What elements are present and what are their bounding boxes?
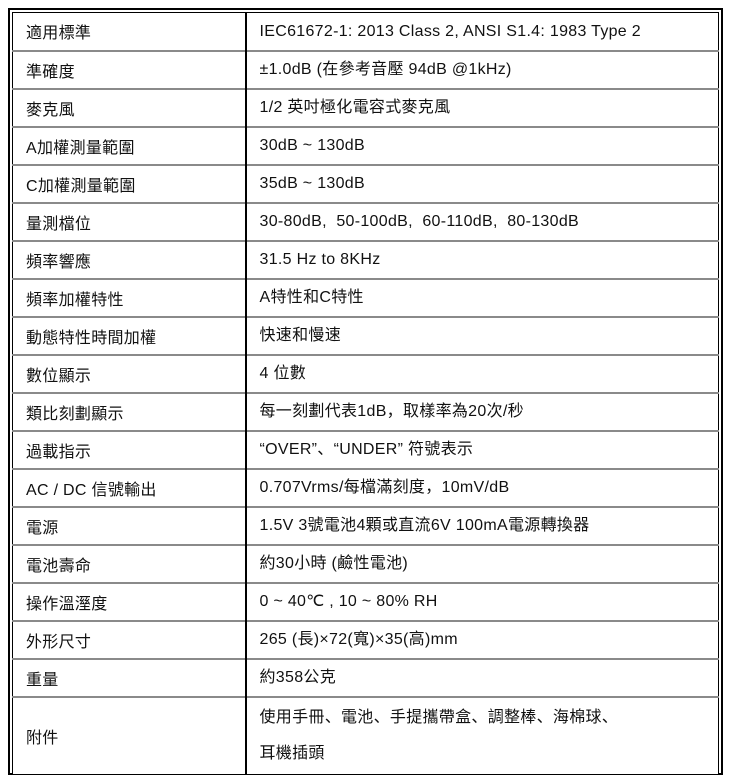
spec-label: 準確度	[12, 49, 247, 89]
spec-label: 量測檔位	[12, 201, 247, 241]
table-row: 過載指示 “OVER”、“UNDER” 符號表示	[12, 429, 719, 469]
table-row: 電源 1.5V 3號電池4顆或直流6V 100mA電源轉換器	[12, 505, 719, 545]
spec-label: 附件	[12, 695, 247, 774]
table-row: 電池壽命 約30小時 (鹼性電池)	[12, 543, 719, 583]
table-row: AC / DC 信號輸出 0.707Vrms/每檔滿刻度，10mV/dB	[12, 467, 719, 507]
table-row: 頻率加權特性 A特性和C特性	[12, 277, 719, 317]
spec-label: 動態特性時間加權	[12, 315, 247, 355]
table-row: A加權測量範圍 30dB ~ 130dB	[12, 125, 719, 165]
spec-table-body: 適用標準 IEC61672-1: 2013 Class 2, ANSI S1.4:…	[12, 12, 719, 774]
spec-value: 30dB ~ 130dB	[245, 125, 719, 165]
spec-table: 適用標準 IEC61672-1: 2013 Class 2, ANSI S1.4:…	[12, 12, 719, 775]
spec-value: 265 (長)×72(寬)×35(高)mm	[245, 619, 719, 659]
spec-value: 1/2 英吋極化電容式麥克風	[245, 87, 719, 127]
table-row: 數位顯示 4 位數	[12, 353, 719, 393]
spec-label: 重量	[12, 657, 247, 697]
spec-value: 快速和慢速	[245, 315, 719, 355]
table-row: 類比刻劃顯示 每一刻劃代表1dB，取樣率為20次/秒	[12, 391, 719, 431]
spec-value: IEC61672-1: 2013 Class 2, ANSI S1.4: 198…	[259, 22, 641, 40]
table-row: 外形尺寸 265 (長)×72(寬)×35(高)mm	[12, 619, 719, 659]
spec-value: 4 位數	[245, 353, 719, 393]
spec-value: A特性和C特性	[245, 277, 719, 317]
spec-label: 適用標準	[12, 12, 247, 51]
spec-label: 麥克風	[12, 87, 247, 127]
table-row: 重量 約358公克	[12, 657, 719, 697]
spec-label: 操作溫溼度	[12, 581, 247, 621]
spec-label: C加權測量範圍	[12, 163, 247, 203]
spec-value: 1.5V 3號電池4顆或直流6V 100mA電源轉換器	[245, 505, 719, 545]
table-row: C加權測量範圍 35dB ~ 130dB	[12, 163, 719, 203]
spec-value: 35dB ~ 130dB	[245, 163, 719, 203]
spec-label: 類比刻劃顯示	[12, 391, 247, 431]
spec-value: 31.5 Hz to 8KHz	[245, 239, 719, 279]
table-row: 麥克風 1/2 英吋極化電容式麥克風	[12, 87, 719, 127]
spec-value: 約30小時 (鹼性電池)	[245, 543, 719, 583]
spec-label: AC / DC 信號輸出	[12, 467, 247, 507]
spec-label: 頻率加權特性	[12, 277, 247, 317]
spec-value: 0.707Vrms/每檔滿刻度，10mV/dB	[245, 467, 719, 507]
spec-label: 過載指示	[12, 429, 247, 469]
spec-value: ±1.0dB (在參考音壓 94dB @1kHz)	[245, 49, 719, 89]
spec-table-border: 適用標準 IEC61672-1: 2013 Class 2, ANSI S1.4:…	[8, 8, 723, 775]
spec-label: A加權測量範圍	[12, 125, 247, 165]
spec-value: 使用手冊、電池、手提攜帶盒、調整棒、海棉球、 耳機插頭	[245, 695, 719, 774]
spec-label: 數位顯示	[12, 353, 247, 393]
spec-value: 約358公克	[245, 657, 719, 697]
spec-label: 外形尺寸	[12, 619, 247, 659]
table-row: 頻率響應 31.5 Hz to 8KHz	[12, 239, 719, 279]
spec-value: “OVER”、“UNDER” 符號表示	[245, 429, 719, 469]
spec-value: 30-80dB, 50-100dB, 60-110dB, 80-130dB	[245, 201, 719, 241]
table-row: 操作溫溼度 0 ~ 40℃ , 10 ~ 80% RH	[12, 581, 719, 621]
spec-value: 0 ~ 40℃ , 10 ~ 80% RH	[245, 581, 719, 621]
spec-label: 電源	[12, 505, 247, 545]
table-row: 動態特性時間加權 快速和慢速	[12, 315, 719, 355]
table-row: 量測檔位 30-80dB, 50-100dB, 60-110dB, 80-130d…	[12, 201, 719, 241]
table-row: 適用標準 IEC61672-1: 2013 Class 2, ANSI S1.4:…	[12, 12, 719, 51]
table-row: 附件 使用手冊、電池、手提攜帶盒、調整棒、海棉球、 耳機插頭	[12, 695, 719, 774]
spec-label: 頻率響應	[12, 239, 247, 279]
table-row: 準確度 ±1.0dB (在參考音壓 94dB @1kHz)	[12, 49, 719, 89]
spec-label: 電池壽命	[12, 543, 247, 583]
spec-value: 每一刻劃代表1dB，取樣率為20次/秒	[245, 391, 719, 431]
